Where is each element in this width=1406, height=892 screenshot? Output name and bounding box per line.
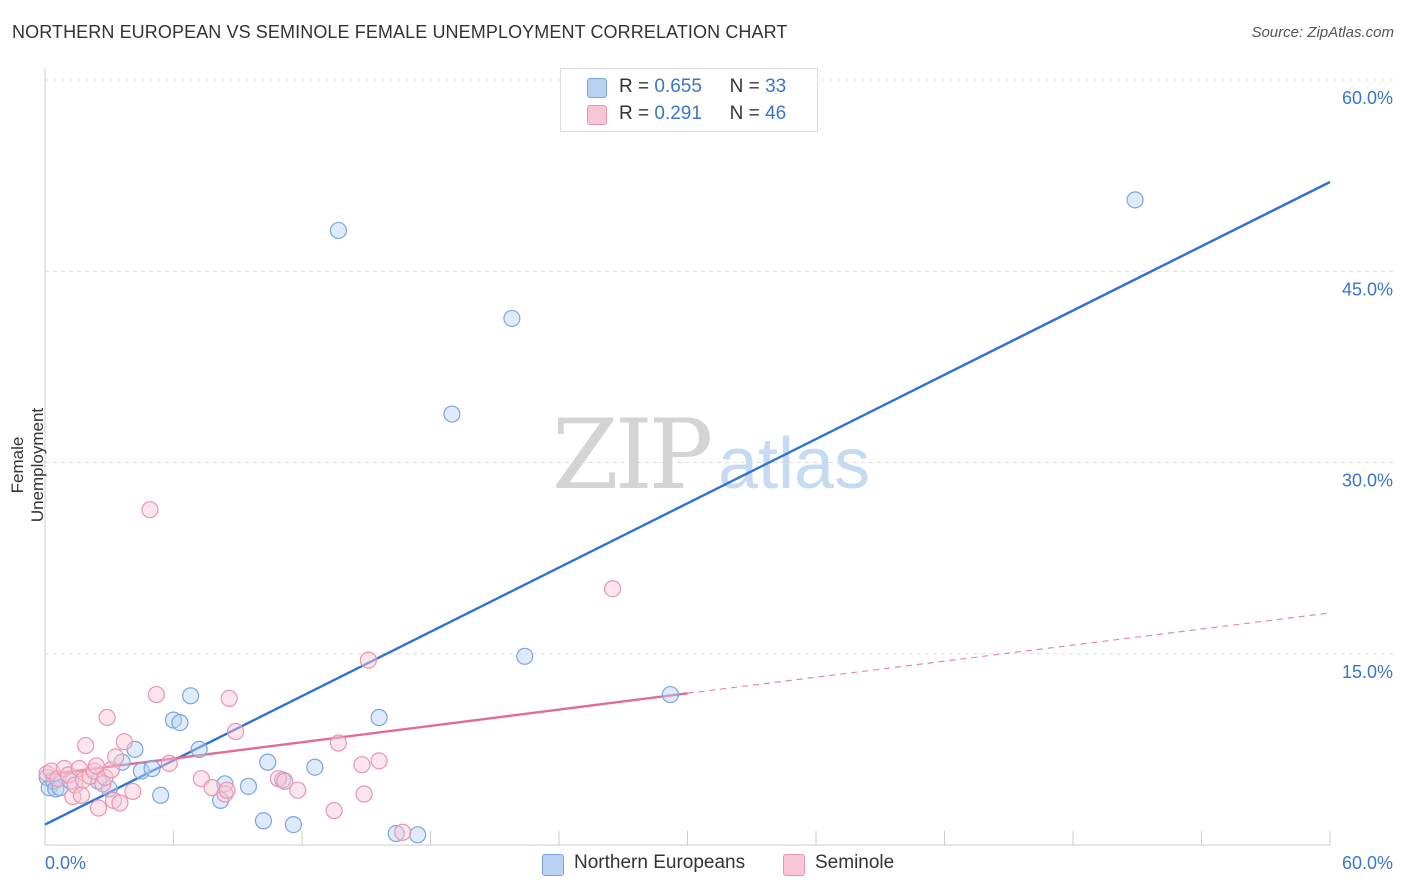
y-tick-label: 30.0% xyxy=(1342,471,1393,491)
point-seminole xyxy=(276,772,294,790)
point-northern xyxy=(152,786,170,804)
point-seminole xyxy=(49,770,67,788)
x-tick-label: 0.0% xyxy=(45,853,86,873)
point-seminole xyxy=(329,734,348,752)
r-label: R = xyxy=(619,103,650,124)
n-label: N = xyxy=(729,76,760,97)
legend-swatch-seminole xyxy=(587,105,607,125)
point-seminole xyxy=(111,794,129,812)
point-northern xyxy=(370,708,388,727)
point-seminole xyxy=(94,775,112,793)
point-seminole xyxy=(289,781,307,799)
point-seminole xyxy=(141,501,159,519)
y-axis-label: Female Unemployment xyxy=(8,407,47,523)
x-tick-label: 60.0% xyxy=(1342,853,1393,873)
point-seminole xyxy=(355,785,373,803)
bottom-label-northern: Northern Europeans xyxy=(574,852,746,873)
point-northern xyxy=(284,815,303,834)
point-northern xyxy=(1126,191,1144,209)
trend-line-seminole xyxy=(44,692,688,777)
legend-swatch-northern xyxy=(587,78,607,98)
point-northern xyxy=(516,647,534,665)
r-value-northern: 0.655 xyxy=(654,76,702,97)
point-northern xyxy=(306,758,324,776)
watermark-zip: ZIP xyxy=(552,399,711,511)
point-seminole xyxy=(359,651,377,669)
point-northern xyxy=(132,762,150,780)
point-northern xyxy=(190,740,208,758)
point-seminole xyxy=(325,801,343,820)
point-seminole xyxy=(102,761,120,779)
point-seminole xyxy=(147,685,165,704)
gridlines xyxy=(45,79,1393,655)
watermark-atlas: atlas xyxy=(718,424,870,504)
y-tick-label: 15.0% xyxy=(1342,662,1393,682)
legend-stats-seminole: R = 0.291 N = 46 xyxy=(619,103,786,125)
point-northern xyxy=(216,775,234,793)
n-value-northern: 33 xyxy=(765,76,787,97)
watermark: ZIP atlas xyxy=(552,399,870,511)
point-seminole xyxy=(394,823,412,841)
tick-labels: 15.0% 30.0% 45.0% 60.0% 0.0% 60.0% xyxy=(45,88,1393,873)
y-tick-label: 45.0% xyxy=(1342,279,1393,299)
axes xyxy=(44,68,1331,846)
point-seminole xyxy=(220,689,238,707)
point-seminole xyxy=(353,756,371,774)
point-seminole xyxy=(72,786,91,804)
point-northern xyxy=(171,713,189,732)
point-seminole xyxy=(160,754,178,773)
point-northern xyxy=(182,687,200,705)
r-value-seminole: 0.291 xyxy=(654,103,702,124)
point-seminole xyxy=(218,781,236,799)
n-label: N = xyxy=(729,103,760,124)
point-seminole xyxy=(603,580,622,598)
point-northern xyxy=(661,685,679,704)
point-northern xyxy=(503,309,521,328)
chart-title: NORTHERN EUROPEAN VS SEMINOLE FEMALE UNE… xyxy=(12,22,788,42)
source-label: Source: ZipAtlas.com xyxy=(1251,24,1394,41)
point-seminole xyxy=(66,776,84,794)
point-seminole xyxy=(59,766,78,784)
point-seminole xyxy=(115,733,133,751)
trend-line-northern xyxy=(44,180,1331,826)
point-northern xyxy=(329,221,348,240)
point-seminole xyxy=(98,708,116,727)
point-seminole xyxy=(77,736,95,755)
correlation-legend: R = 0.655 N = 33 R = 0.291 N = 46 xyxy=(560,68,818,132)
point-northern xyxy=(409,826,427,844)
bottom-label-seminole: Seminole xyxy=(815,852,895,873)
point-northern xyxy=(143,759,161,778)
trend-lines xyxy=(44,180,1331,826)
bottom-swatch-seminole xyxy=(783,854,805,876)
point-northern xyxy=(443,405,461,423)
y-tick-label: 60.0% xyxy=(1342,88,1393,108)
point-seminole xyxy=(227,722,245,741)
point-seminole xyxy=(124,782,142,801)
point-northern xyxy=(254,812,273,830)
n-value-seminole: 46 xyxy=(765,103,787,124)
point-northern xyxy=(239,777,258,795)
point-seminole xyxy=(89,799,108,817)
point-seminole xyxy=(370,752,388,770)
data-points xyxy=(38,191,1144,844)
trend-extension-seminole xyxy=(687,612,1331,694)
point-northern xyxy=(259,753,277,771)
point-northern xyxy=(387,824,405,843)
r-label: R = xyxy=(619,76,650,97)
point-seminole xyxy=(107,748,125,766)
legend-stats-northern: R = 0.655 N = 33 xyxy=(619,76,786,98)
bottom-swatch-northern xyxy=(542,854,564,876)
